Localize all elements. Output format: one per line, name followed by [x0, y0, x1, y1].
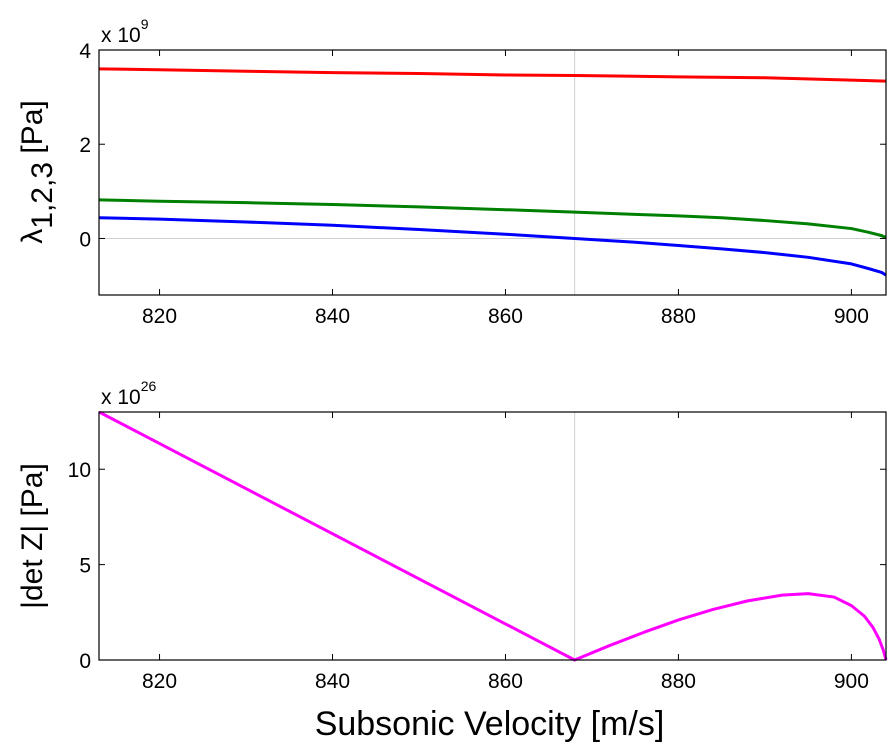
y-tick-label: 5: [79, 555, 91, 578]
axes-frame: [98, 49, 887, 296]
y-tick-label: 4: [79, 40, 91, 63]
y-tick-label: 10: [68, 459, 91, 482]
series-line-3: [98, 216, 887, 277]
x-tick-label: 840: [315, 670, 350, 693]
x-tick-label: 860: [488, 305, 523, 328]
y-tick-label: 2: [79, 134, 91, 157]
x-tick-label: 860: [488, 670, 523, 693]
y-axis-label: |det Z| [Pa]: [16, 463, 49, 609]
series-line-1: [98, 67, 887, 83]
y-tick-label: 0: [79, 650, 91, 673]
x-tick-label: 820: [142, 670, 177, 693]
chart-panel-1: 820 840 860 880 900 0 2 4 x 109 λ1,2,3 [Pa]: [16, 16, 887, 328]
series-line-2: [98, 198, 887, 239]
y-axis-label: λ1,2,3 [Pa]: [16, 100, 59, 243]
axes-frame: [98, 411, 887, 661]
chart-panel-2: 820 840 860 880 900 0 5 10 x 1026 |det Z| [Pa] Sub…: [16, 378, 888, 743]
x-tick-label: 820: [142, 305, 177, 328]
x-tick-label: 900: [834, 670, 869, 693]
x-tick-label: 900: [834, 305, 869, 328]
series-line-1: [98, 410, 888, 662]
y-scale-label: x 1026: [101, 378, 156, 409]
x-tick-label: 880: [661, 305, 696, 328]
y-scale-label: x 109: [101, 16, 149, 47]
x-axis-label: Subsonic Velocity [m/s]: [315, 705, 665, 743]
x-tick-label: 840: [315, 305, 350, 328]
y-tick-label: 0: [79, 228, 91, 251]
x-tick-label: 880: [661, 670, 696, 693]
